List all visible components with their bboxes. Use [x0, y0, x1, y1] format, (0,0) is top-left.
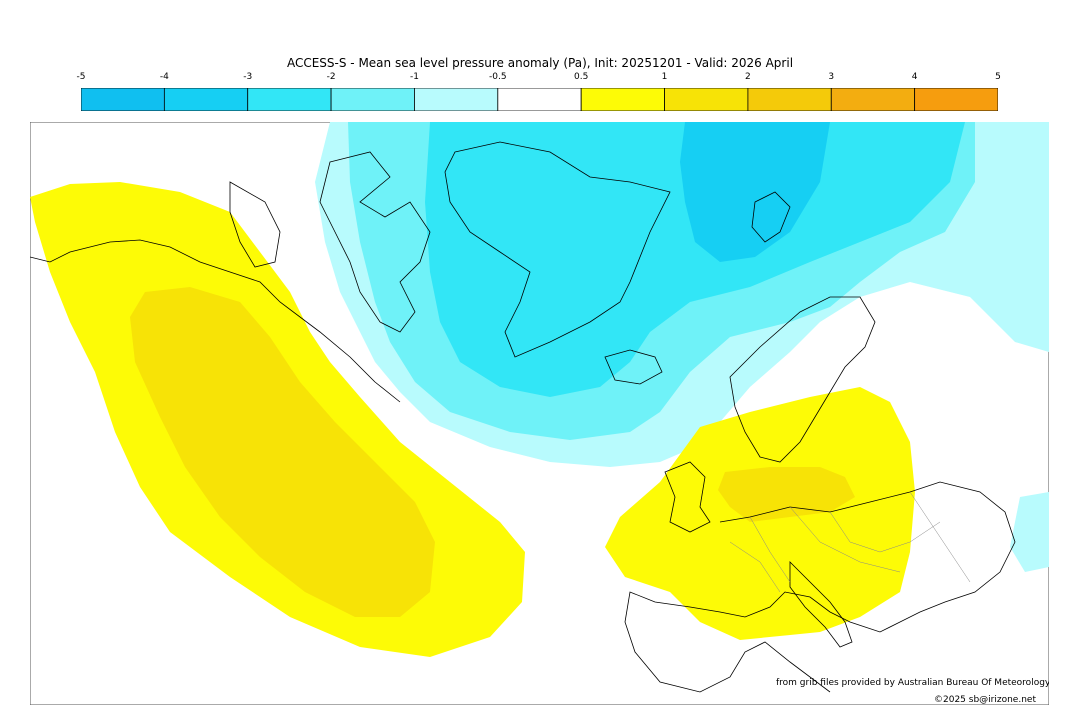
data-source-credit: from grib files provided by Australian B… [776, 678, 1049, 688]
border-line [789, 506, 901, 573]
coastline-greenland [444, 141, 671, 358]
colorbar-tick-label: 4 [911, 72, 918, 82]
colorbar-segment [414, 88, 499, 111]
country-borders [729, 491, 971, 593]
pressure-anomaly-map: from grib files provided by Australian B… [30, 122, 1049, 705]
colorbar-segment [914, 88, 998, 111]
colorbar-bar [81, 88, 998, 111]
coastline-british-isles [664, 461, 711, 533]
map-title: ACCESS-S - Mean sea level pressure anoma… [286, 56, 794, 70]
coastline-svalbard [751, 191, 791, 243]
colorbar-segment [580, 88, 665, 111]
border-line [729, 541, 781, 593]
colorbar-tick-label: 1 [661, 72, 668, 82]
positive-anomaly-west [30, 182, 525, 657]
colorbar-tick-label: -2 [326, 72, 336, 82]
colorbar-segment [664, 88, 749, 111]
anomaly-region-1-europe [718, 467, 855, 522]
colorbar-tick-label: -0.5 [489, 72, 507, 82]
border-line [909, 491, 971, 583]
colorbar-tick-label: -3 [243, 72, 253, 82]
colorbar-segment [747, 88, 832, 111]
coastline-italy [789, 561, 853, 648]
colorbar-segment [830, 88, 916, 111]
coastline-canada-arctic [319, 151, 431, 333]
border-line [749, 516, 791, 583]
colorbar-tick-label: -4 [159, 72, 169, 82]
colorbar-segment [247, 88, 332, 111]
negative-anomaly-regions [315, 122, 1049, 572]
coastline-alaska [30, 239, 401, 403]
anomaly-region-minus-3 [680, 122, 830, 262]
colorbar-tick-label: 0.5 [574, 72, 589, 82]
border-line [829, 511, 941, 553]
coastline-iceland [604, 349, 663, 385]
positive-anomaly-europe [605, 387, 915, 640]
colorbar-segment [497, 88, 582, 111]
colorbar-tick-label: -5 [76, 72, 86, 82]
colorbar-tick-label: -1 [409, 72, 419, 82]
colorbar-segment [81, 88, 165, 111]
coastlines [30, 141, 1016, 693]
colorbar-tick-label: 3 [828, 72, 835, 82]
colorbar-segment [163, 88, 249, 111]
anomaly-region-minus-2 [425, 122, 965, 397]
anomaly-region-minus-1-east [1010, 492, 1049, 572]
colorbar-tick-label: 5 [995, 72, 1001, 82]
coastline-hudson-bay [229, 181, 281, 268]
coastline-europe-mainland [624, 481, 1016, 693]
copyright-credit: ©2025 sb@irizone.net [934, 695, 1036, 705]
colorbar-tick-label: 2 [745, 72, 751, 82]
anomaly-region-1-west [130, 287, 435, 617]
coastline-scandinavia [729, 296, 876, 463]
colorbar-segment [330, 88, 415, 111]
